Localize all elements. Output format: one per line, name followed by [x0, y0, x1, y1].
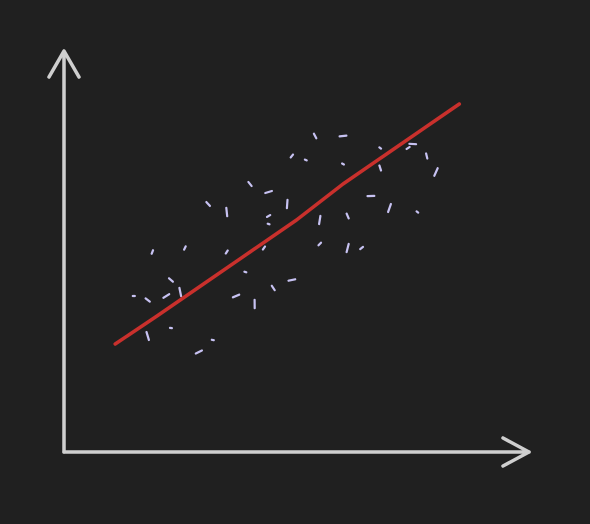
data-point — [285, 198, 289, 210]
data-point — [338, 134, 348, 138]
data-point — [261, 245, 267, 251]
data-point — [225, 206, 229, 218]
data-point — [303, 158, 308, 162]
x-axis-arrow-icon — [501, 436, 531, 468]
data-point — [312, 132, 318, 140]
data-point — [318, 214, 322, 226]
data-point — [265, 214, 272, 218]
data-point — [247, 180, 253, 188]
data-point — [194, 349, 203, 355]
data-point — [162, 293, 171, 299]
data-points — [131, 132, 439, 355]
data-point — [387, 202, 392, 214]
data-point — [405, 145, 411, 151]
data-point — [150, 249, 155, 255]
data-point — [345, 212, 350, 220]
data-point — [270, 284, 276, 292]
y-axis-arrow-icon — [47, 49, 81, 79]
data-point — [425, 152, 429, 160]
data-point — [178, 286, 183, 298]
axes — [47, 49, 531, 468]
data-point — [145, 330, 150, 342]
data-point — [224, 249, 229, 255]
data-point — [205, 201, 211, 207]
data-point — [243, 270, 248, 274]
data-point — [266, 222, 271, 226]
data-point — [415, 210, 420, 214]
data-point — [167, 277, 174, 283]
data-point — [359, 245, 365, 251]
data-point — [378, 164, 383, 172]
data-point — [433, 167, 439, 177]
data-point — [289, 153, 295, 159]
data-point — [378, 146, 383, 150]
data-point — [345, 242, 350, 254]
data-point — [264, 189, 273, 195]
trend-line — [113, 102, 462, 346]
data-point — [231, 293, 241, 299]
data-point — [341, 162, 345, 166]
data-point — [317, 241, 323, 247]
data-point — [144, 297, 151, 303]
data-point — [287, 278, 297, 282]
data-point — [183, 245, 187, 251]
